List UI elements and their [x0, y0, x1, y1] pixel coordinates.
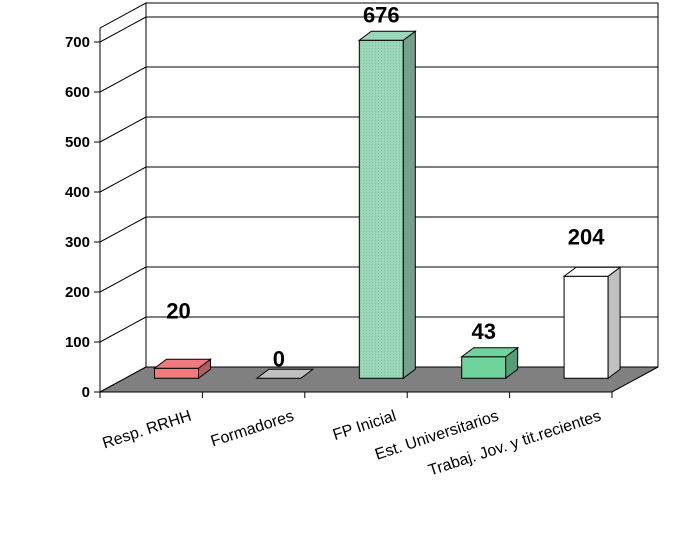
- bar-front: [461, 356, 507, 379]
- bars: [153, 30, 622, 380]
- category-label: Trabaj. Jov. y tit.recientes: [426, 408, 603, 480]
- y-tick-label: 700: [65, 34, 90, 51]
- bar: [460, 346, 520, 380]
- bar-top: [255, 368, 315, 379]
- data-label: 20: [166, 298, 190, 323]
- bar: [357, 30, 417, 380]
- y-tick-label: 0: [82, 384, 90, 401]
- bar-top: [153, 358, 212, 369]
- data-label: 0: [273, 346, 285, 371]
- y-tick-label: 300: [65, 234, 90, 251]
- y-tick-label: 200: [65, 284, 90, 301]
- bar-top: [357, 30, 417, 41]
- bar-front: [563, 275, 609, 379]
- data-label: 676: [363, 2, 400, 27]
- gridline-side: [99, 316, 147, 343]
- data-label: 204: [568, 224, 605, 249]
- bar-front: [154, 367, 199, 379]
- category-label: FP Inicial: [331, 408, 399, 444]
- y-tick-label: 600: [65, 84, 90, 101]
- bar-side: [607, 266, 621, 380]
- chart-floor: [99, 366, 659, 393]
- gridline-side: [99, 266, 147, 293]
- floor-plane: [99, 366, 659, 393]
- category-label: Formadores: [209, 408, 296, 451]
- gridline-side: [99, 216, 147, 243]
- gridline-side: [99, 116, 147, 143]
- y-tick-label: 100: [65, 334, 90, 351]
- bar: [153, 358, 212, 380]
- category-label: Resp. RRHH: [100, 408, 193, 453]
- bar: [562, 266, 622, 380]
- bar-front: [358, 39, 404, 379]
- y-tick-label: 400: [65, 184, 90, 201]
- y-tick-label: 500: [65, 134, 90, 151]
- gridline-side: [99, 66, 147, 93]
- data-label: 43: [471, 319, 495, 344]
- data-labels: 20 0 676 43 204: [166, 2, 605, 371]
- bar-top: [562, 266, 622, 277]
- side-wall: [99, 2, 147, 393]
- bar-top: [460, 347, 520, 358]
- gridline-side: [99, 16, 147, 43]
- bar-side: [402, 30, 416, 380]
- bar: [255, 368, 315, 379]
- gridline-side: [99, 166, 147, 193]
